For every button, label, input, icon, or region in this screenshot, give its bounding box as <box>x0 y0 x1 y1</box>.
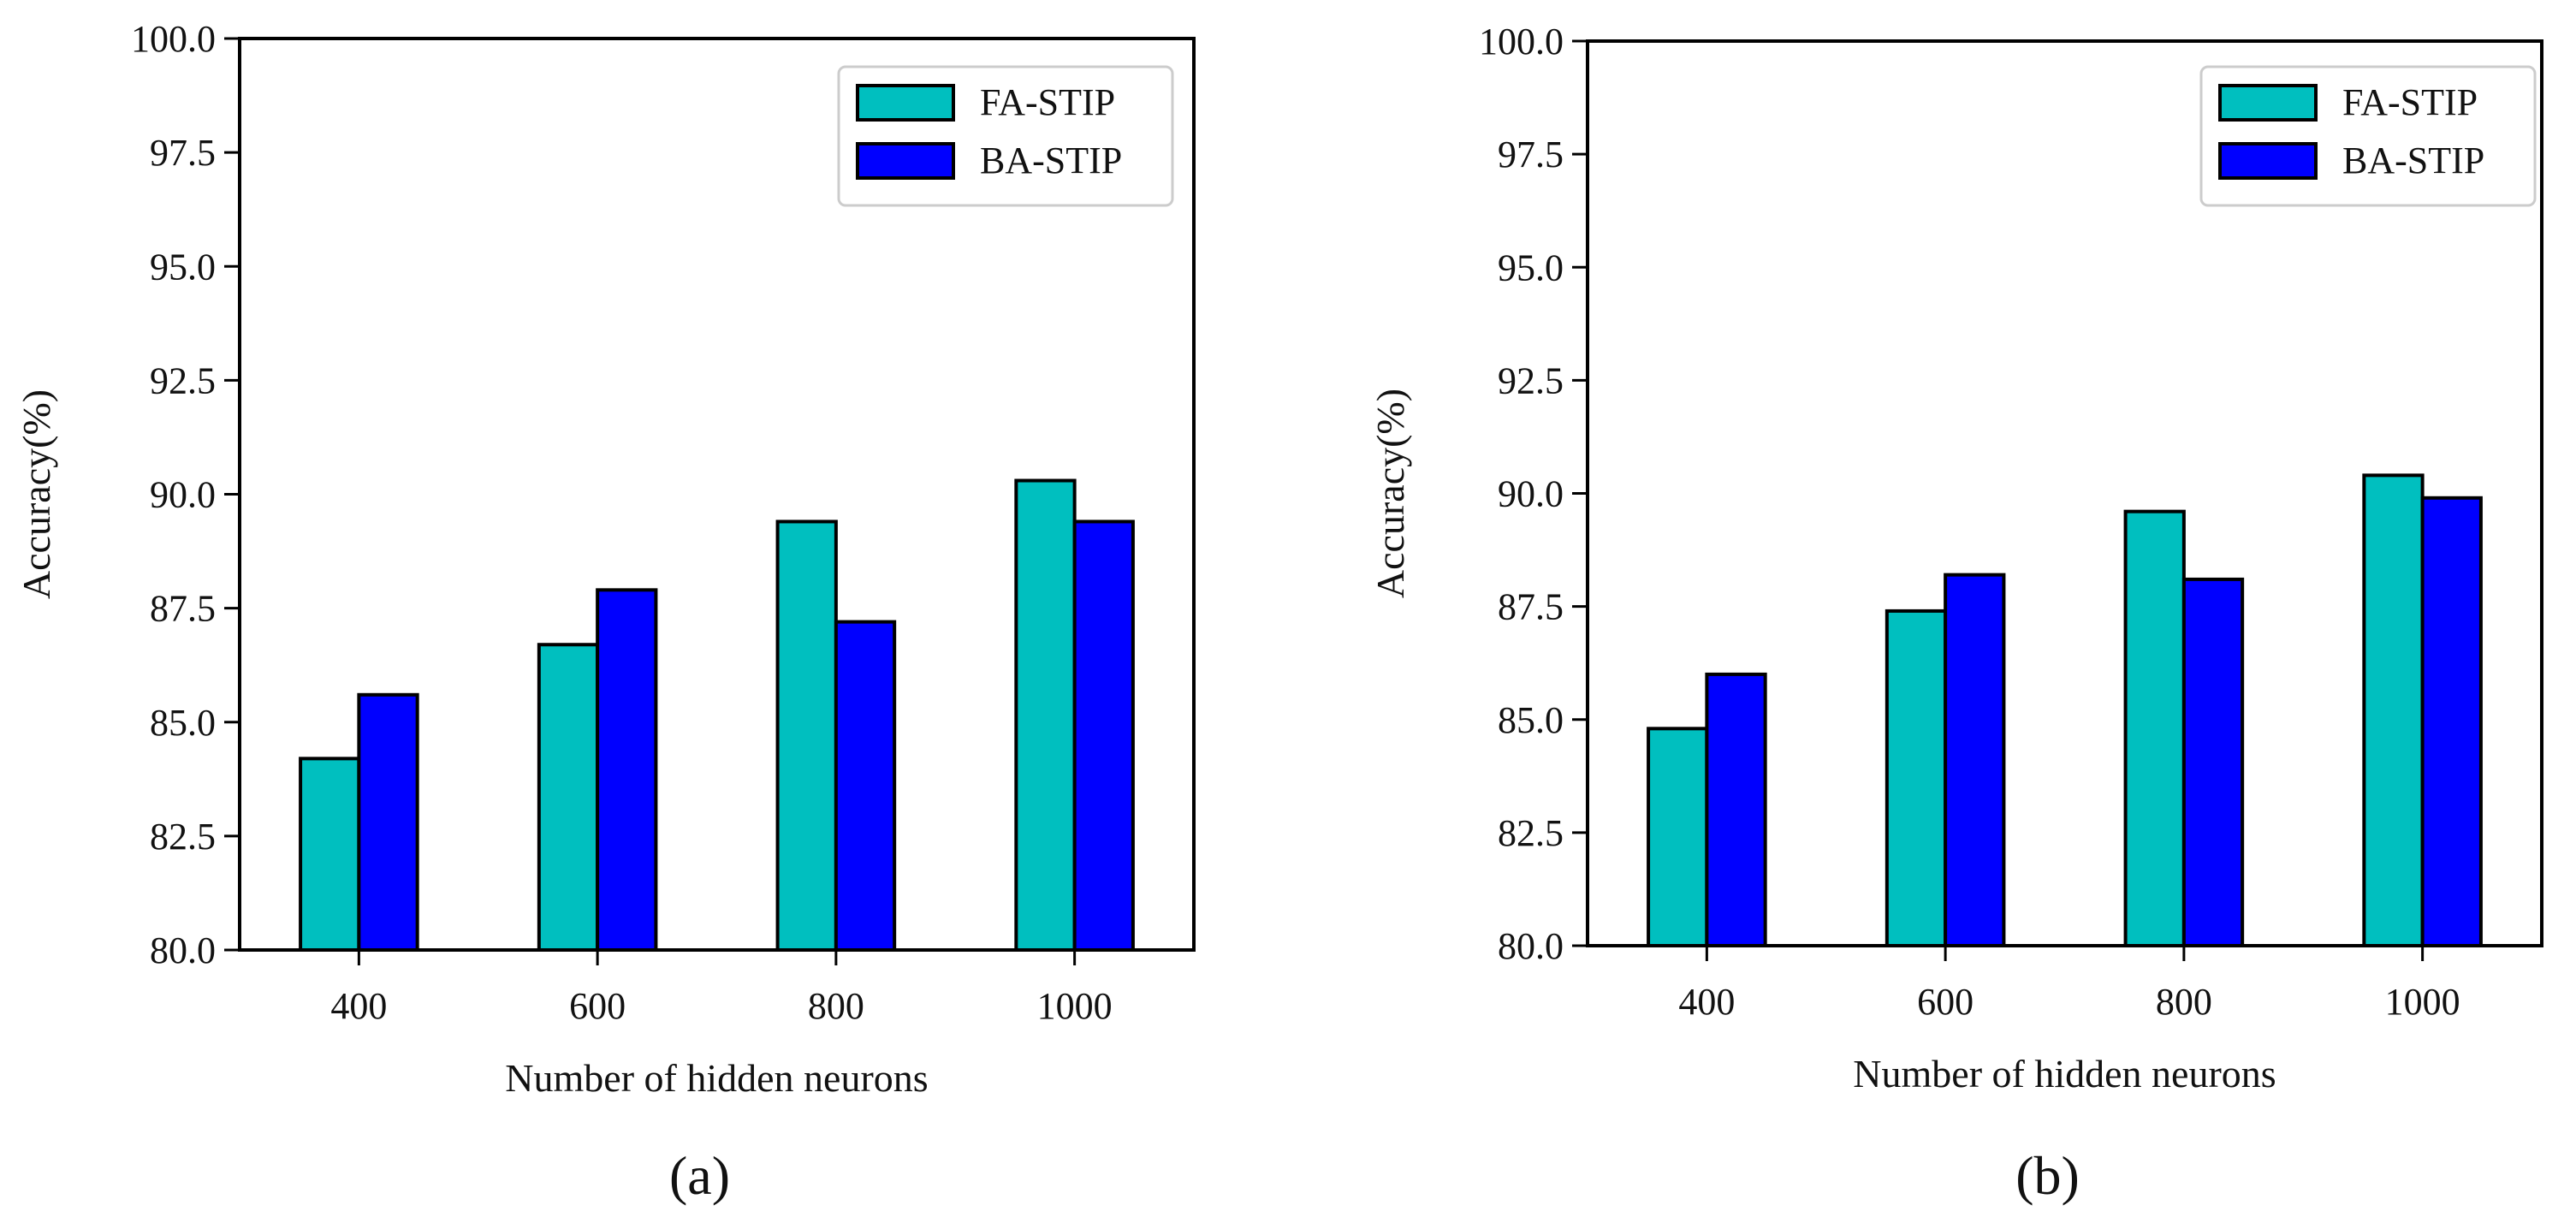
legend-swatch-fa-stip <box>856 84 955 122</box>
x-tick-label: 1000 <box>2385 981 2460 1023</box>
y-axis-title: Accuracy(%) <box>1368 389 1412 598</box>
legend: FA-STIP BA-STIP <box>2199 65 2537 207</box>
x-tick-label: 600 <box>569 985 626 1027</box>
bar-ba-stip-800 <box>2181 577 2245 947</box>
chart-panel-a: 80.0 82.5 85.0 87.5 90.0 92.5 95.0 97.5 100.0 400… <box>15 18 1196 1206</box>
y-tick-label: 85.0 <box>150 702 216 744</box>
y-tick-label: 82.5 <box>150 816 216 858</box>
y-tick-label: 92.5 <box>1498 359 1564 401</box>
plot-frame <box>238 37 1196 952</box>
y-tick-label: 100.0 <box>131 18 216 60</box>
bar-ba-stip-600 <box>596 588 658 952</box>
bar-fa-stip-400 <box>299 757 361 952</box>
bar-ba-stip-400 <box>357 692 419 952</box>
y-axis-title: Accuracy(%) <box>15 389 58 599</box>
legend-swatch-fa-stip <box>2218 84 2318 122</box>
panel-caption: (b) <box>2015 1145 2080 1206</box>
bar-fa-stip-800 <box>775 519 838 952</box>
bar-fa-stip-600 <box>1885 609 1948 947</box>
bar-fa-stip-400 <box>1647 727 1709 947</box>
bar-fa-stip-800 <box>2123 509 2186 947</box>
legend-label-ba-stip: BA-STIP <box>2342 140 2484 181</box>
chart-panel-b: 80.0 82.5 85.0 87.5 90.0 92.5 95.0 97.5 100.0 400… <box>1368 21 2543 1206</box>
y-tick-label: 97.5 <box>150 132 216 174</box>
x-tick-label: 1000 <box>1037 985 1113 1027</box>
y-tick-label: 92.5 <box>150 359 216 401</box>
y-tick-label: 80.0 <box>1498 925 1564 967</box>
panel-caption: (a) <box>669 1145 730 1206</box>
bar-fa-stip-1000 <box>2362 473 2425 947</box>
plot-frame <box>1586 39 2543 947</box>
legend: FA-STIP BA-STIP <box>837 65 1174 207</box>
y-tick-label: 90.0 <box>150 474 216 516</box>
y-tick-label: 80.0 <box>150 929 216 971</box>
legend-swatch-ba-stip <box>2218 142 2318 180</box>
y-tick-label: 82.5 <box>1498 812 1564 854</box>
x-tick-label: 400 <box>1678 981 1735 1023</box>
legend-label-fa-stip: FA-STIP <box>2342 81 2478 123</box>
y-tick-label: 95.0 <box>150 246 216 288</box>
y-tick-label: 97.5 <box>1498 134 1564 175</box>
legend-label-fa-stip: FA-STIP <box>980 81 1115 123</box>
y-tick-label: 95.0 <box>1498 246 1564 288</box>
x-tick-label: 800 <box>808 985 864 1027</box>
bar-ba-stip-1000 <box>2420 496 2483 947</box>
legend-swatch-ba-stip <box>856 142 955 180</box>
bar-ba-stip-600 <box>1944 573 2006 947</box>
bar-ba-stip-1000 <box>1072 519 1135 952</box>
bar-fa-stip-600 <box>537 643 600 952</box>
bar-ba-stip-400 <box>1705 672 1767 948</box>
x-axis-title: Number of hidden neurons <box>1853 1052 2276 1095</box>
y-tick-label: 100.0 <box>1479 21 1564 62</box>
x-tick-label: 400 <box>330 985 387 1027</box>
x-tick-label: 600 <box>1917 981 1974 1023</box>
y-tick-label: 85.0 <box>1498 699 1564 741</box>
x-tick-label: 800 <box>2156 981 2212 1023</box>
x-axis-title: Number of hidden neurons <box>505 1056 928 1100</box>
y-tick-label: 90.0 <box>1498 473 1564 515</box>
bar-ba-stip-800 <box>834 620 897 952</box>
bar-fa-stip-1000 <box>1014 478 1077 952</box>
y-tick-label: 87.5 <box>1498 586 1564 628</box>
legend-label-ba-stip: BA-STIP <box>980 140 1122 181</box>
y-tick-label: 87.5 <box>150 588 216 630</box>
